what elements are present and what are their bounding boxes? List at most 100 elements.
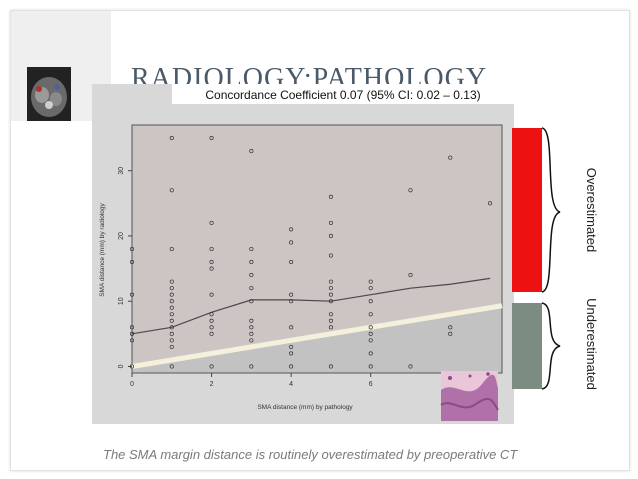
y-tick-label: 0 xyxy=(118,364,125,368)
slide-caption: The SMA margin distance is routinely ove… xyxy=(103,447,518,462)
data-point xyxy=(209,318,214,323)
y-tick-label: 20 xyxy=(118,232,125,240)
data-point xyxy=(169,312,174,317)
y-tick-label: 30 xyxy=(118,167,125,175)
data-point xyxy=(209,312,214,317)
data-point xyxy=(249,325,254,330)
underestimated-brace xyxy=(541,302,561,390)
data-point xyxy=(209,246,214,252)
data-point xyxy=(169,305,174,310)
data-point xyxy=(129,246,135,252)
data-point xyxy=(289,364,294,369)
data-point xyxy=(328,279,333,284)
data-point xyxy=(328,253,333,258)
data-point xyxy=(368,331,373,336)
x-tick-label: 4 xyxy=(289,381,293,388)
data-point xyxy=(368,286,373,291)
data-point xyxy=(169,292,174,297)
data-point xyxy=(328,292,333,297)
data-point xyxy=(169,344,174,349)
data-point xyxy=(289,227,294,232)
data-point xyxy=(249,260,254,265)
data-point xyxy=(448,325,453,330)
lowess-curve xyxy=(131,277,491,335)
data-point xyxy=(328,325,333,330)
data-point xyxy=(169,331,174,336)
data-point xyxy=(169,188,174,193)
data-point xyxy=(328,312,333,317)
data-point xyxy=(209,292,214,297)
data-point xyxy=(209,325,214,330)
data-point xyxy=(209,136,214,141)
data-point xyxy=(289,351,294,356)
data-point xyxy=(289,292,294,297)
data-point xyxy=(249,331,254,336)
data-point xyxy=(129,325,135,330)
data-point xyxy=(249,149,254,154)
data-point xyxy=(368,312,373,317)
data-point xyxy=(328,318,333,323)
data-point xyxy=(249,299,254,304)
x-tick-label: 2 xyxy=(210,381,214,388)
data-point xyxy=(448,155,453,160)
data-point xyxy=(328,364,333,369)
data-point xyxy=(408,364,413,369)
x-tick-label: 0 xyxy=(130,381,134,388)
data-point xyxy=(129,364,135,369)
data-point xyxy=(408,273,413,278)
data-point xyxy=(169,299,174,304)
data-point xyxy=(488,201,493,206)
underestimated-label: Underestimated xyxy=(584,298,599,390)
data-point xyxy=(368,325,373,330)
data-point xyxy=(328,233,333,238)
data-point xyxy=(169,364,174,369)
x-tick-label: 6 xyxy=(369,381,373,388)
data-point xyxy=(328,286,333,291)
data-point xyxy=(129,338,135,343)
data-point xyxy=(328,299,333,304)
data-point xyxy=(249,273,254,278)
data-point xyxy=(448,331,453,336)
data-point xyxy=(249,286,254,291)
data-point xyxy=(209,260,214,265)
plot-border xyxy=(131,124,503,374)
x-axis-label: SMA distance (mm) by pathology xyxy=(257,404,353,411)
data-point xyxy=(328,194,333,199)
ct-thumbnail xyxy=(27,67,71,121)
identity-line xyxy=(131,303,503,369)
data-point xyxy=(129,260,135,265)
data-point xyxy=(368,299,373,304)
overestimated-label: Overestimated xyxy=(584,168,599,253)
data-point xyxy=(368,279,373,284)
data-point xyxy=(169,136,174,141)
data-point xyxy=(289,260,294,265)
data-point xyxy=(249,364,254,369)
data-point xyxy=(169,279,174,284)
data-point xyxy=(289,299,294,304)
data-point xyxy=(289,344,294,349)
data-point xyxy=(368,338,373,343)
data-point xyxy=(289,240,294,245)
data-point xyxy=(209,364,214,369)
data-point xyxy=(169,246,174,252)
data-point xyxy=(368,364,373,369)
data-point xyxy=(209,331,214,336)
data-point xyxy=(328,220,333,225)
data-point xyxy=(129,292,135,297)
overestimated-bar xyxy=(512,128,542,292)
data-point xyxy=(249,318,254,323)
data-point xyxy=(129,331,135,336)
data-point xyxy=(209,220,214,225)
data-point xyxy=(368,351,373,356)
data-point xyxy=(209,266,214,271)
data-point xyxy=(249,338,254,343)
data-point xyxy=(169,286,174,291)
overestimated-brace xyxy=(541,127,561,293)
y-axis-label: SMA distance (mm) by radiology xyxy=(99,202,106,296)
y-tick-label: 10 xyxy=(118,297,125,305)
chart-title-box xyxy=(172,84,514,104)
data-point xyxy=(169,338,174,343)
data-point xyxy=(249,246,254,252)
pathology-thumbnail xyxy=(440,371,499,421)
